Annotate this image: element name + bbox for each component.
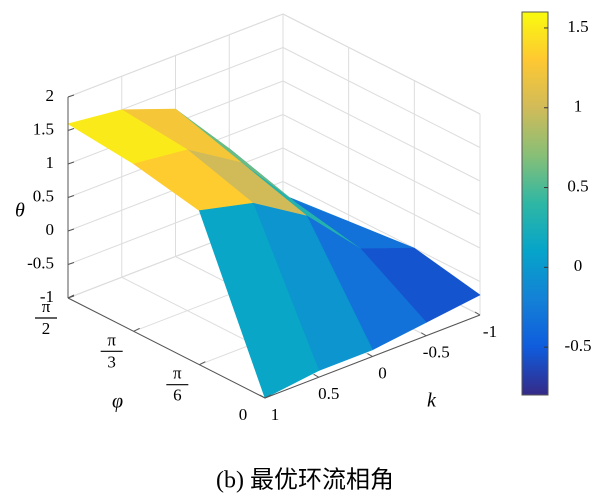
x-axis-title: k	[427, 390, 437, 412]
z-tick	[67, 161, 75, 165]
x-tick	[420, 332, 427, 337]
chart-title: (b) 最优环流相角	[216, 467, 394, 494]
z-tick	[67, 262, 75, 265]
x-tick-label: 1	[271, 405, 280, 424]
axis-line	[67, 297, 266, 399]
z-tick-label: 1	[46, 153, 55, 172]
x-tick-label: 0.5	[318, 384, 339, 403]
y-tick	[67, 294, 75, 299]
grid-line	[282, 181, 481, 282]
grid-line	[282, 147, 481, 249]
z-tick-label: -1	[40, 287, 54, 306]
y-axis-title: φ	[112, 391, 123, 413]
colorbar	[521, 11, 549, 396]
z-axis-title: θ	[15, 200, 25, 222]
z-tick	[67, 228, 75, 232]
x-tick-label: -1	[483, 322, 497, 341]
grid-line	[282, 13, 481, 115]
z-tick-label: -0.5	[27, 253, 54, 272]
z-tick	[67, 94, 75, 98]
y-tick-label: 0	[239, 405, 248, 424]
x-tick	[259, 394, 266, 399]
y-tick	[264, 394, 272, 399]
colorbar-tick-label: 1.5	[567, 17, 588, 36]
grid-line	[282, 47, 481, 148]
z-tick	[67, 195, 75, 198]
grid-line	[282, 80, 481, 182]
grid-line	[282, 114, 481, 215]
x-tick-label: 0	[378, 363, 387, 382]
x-tick-label: -0.5	[423, 343, 450, 362]
colorbar-tick-label: 1	[574, 97, 583, 116]
colorbar-tick-label: 0	[574, 256, 583, 275]
x-tick	[313, 373, 320, 378]
surface-patch	[198, 202, 320, 399]
z-tick	[67, 128, 75, 131]
x-tick	[474, 311, 481, 316]
z-tick-label: 2	[46, 86, 55, 105]
y-tick	[199, 361, 206, 366]
z-tick-label: 0.5	[33, 186, 54, 205]
y-tick	[133, 327, 140, 332]
colorbar-tick-label: -0.5	[565, 336, 592, 355]
z-tick-label: 1.5	[33, 119, 54, 138]
z-tick-label: 0	[46, 220, 55, 239]
colorbar-tick-label: 0.5	[567, 176, 588, 195]
x-tick	[367, 353, 373, 357]
